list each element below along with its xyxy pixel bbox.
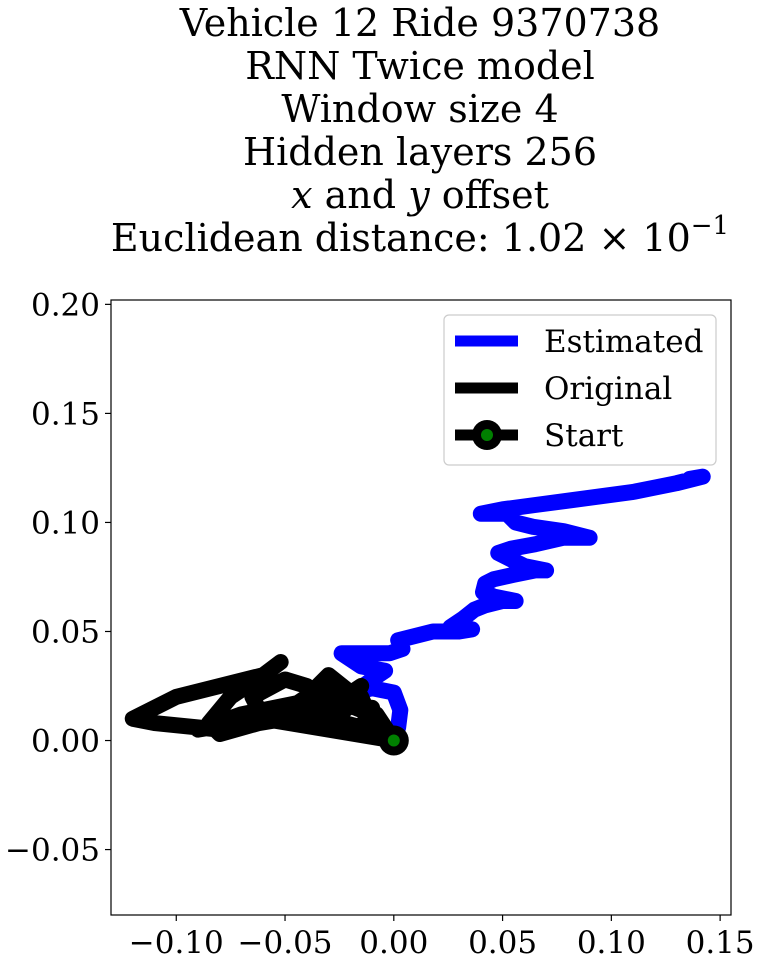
x-tick-label: 0.05 bbox=[468, 925, 537, 961]
title-line-3: Window size 4 bbox=[281, 87, 558, 131]
chart-title: Vehicle 12 Ride 9370738 RNN Twice model … bbox=[111, 1, 729, 260]
title-line-5: x and y offset bbox=[291, 173, 549, 217]
title-line-1: Vehicle 12 Ride 9370738 bbox=[179, 1, 660, 45]
x-tick-label: 0.00 bbox=[359, 925, 428, 961]
x-tick-label: −0.05 bbox=[238, 925, 333, 961]
series-line-original bbox=[124, 654, 402, 749]
title-x-symbol: x bbox=[291, 173, 312, 217]
title-distance-exponent: −1 bbox=[691, 211, 729, 241]
legend-start-marker-inner bbox=[481, 429, 493, 441]
y-tick-label: 0.20 bbox=[31, 287, 100, 323]
title-distance-prefix: Euclidean distance: bbox=[111, 216, 502, 260]
x-tick-label: 0.15 bbox=[686, 925, 755, 961]
legend: Estimated Original Start bbox=[443, 314, 717, 466]
title-line-4: Hidden layers 256 bbox=[243, 130, 597, 174]
x-tick-label: 0.10 bbox=[577, 925, 646, 961]
legend-label-start: Start bbox=[544, 418, 624, 454]
start-marker-inner bbox=[387, 734, 400, 747]
data-layer bbox=[124, 468, 711, 756]
title-y-symbol: y bbox=[406, 173, 430, 217]
title-distance-times: × 10 bbox=[586, 216, 690, 260]
title-line-6: Euclidean distance: 1.02 × 10−1 bbox=[111, 211, 729, 260]
title-distance-mantissa: 1.02 bbox=[502, 216, 587, 260]
y-tick-label: 0.15 bbox=[31, 396, 100, 432]
y-tick-label: 0.00 bbox=[31, 724, 100, 760]
y-tick-label: −0.05 bbox=[5, 833, 100, 869]
y-tick-label: 0.10 bbox=[31, 505, 100, 541]
legend-box bbox=[443, 314, 717, 466]
title-offset-text: offset bbox=[430, 173, 549, 217]
title-line-2: RNN Twice model bbox=[245, 44, 595, 88]
y-tick-label: 0.05 bbox=[31, 614, 100, 650]
legend-label-original: Original bbox=[544, 371, 672, 407]
title-and-text: and bbox=[313, 173, 409, 217]
series-line-estimated bbox=[333, 468, 711, 749]
x-axis: −0.10 −0.05 0.00 0.05 0.10 0.15 bbox=[129, 915, 755, 961]
legend-label-estimated: Estimated bbox=[544, 324, 703, 360]
x-tick-label: −0.10 bbox=[129, 925, 224, 961]
y-axis: −0.05 0.00 0.05 0.10 0.15 0.20 bbox=[5, 287, 111, 869]
